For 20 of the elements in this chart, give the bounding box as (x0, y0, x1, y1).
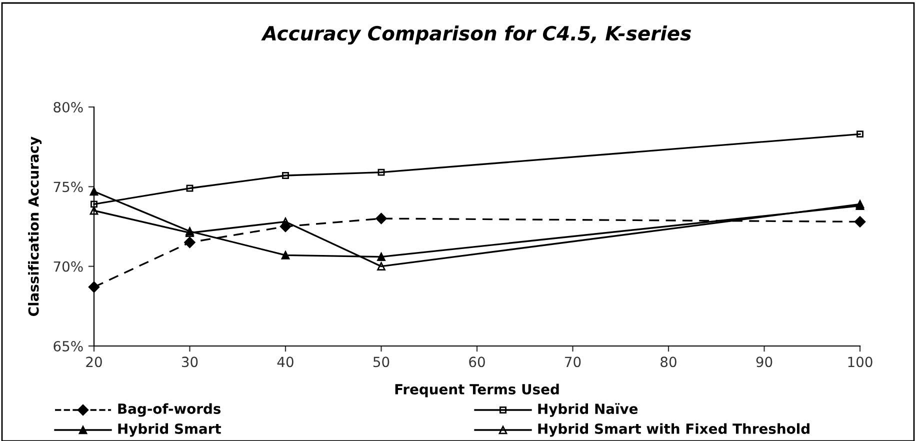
x-tick-label: 60 (469, 356, 485, 368)
x-axis-title: Frequent Terms Used (395, 384, 559, 398)
x-tick-label: 40 (277, 356, 294, 368)
legend-label: Hybrid Naïve (538, 403, 638, 417)
x-tick-label: 90 (756, 356, 772, 368)
legend-label: Hybrid Smart with Fixed Threshold (538, 423, 810, 437)
y-tick-label: 75% (54, 182, 83, 192)
x-tick-label: 70 (565, 356, 581, 368)
x-tick-label: 20 (86, 356, 102, 368)
x-tick-label: 30 (182, 356, 198, 368)
x-tick-label: 100 (848, 356, 872, 368)
legend-label: Bag-of-words (118, 403, 221, 417)
y-tick-label: 80% (54, 102, 83, 112)
y-tick-label: 70% (54, 261, 83, 272)
y-tick-label: 65% (54, 340, 83, 352)
x-tick-label: 50 (373, 356, 390, 368)
legend-label: Hybrid Smart (118, 423, 222, 437)
x-tick-label: 80 (660, 356, 676, 368)
y-axis-title: Classification Accuracy (28, 136, 42, 316)
chart-title: Accuracy Comparison for C4.5, K-series (261, 26, 691, 45)
